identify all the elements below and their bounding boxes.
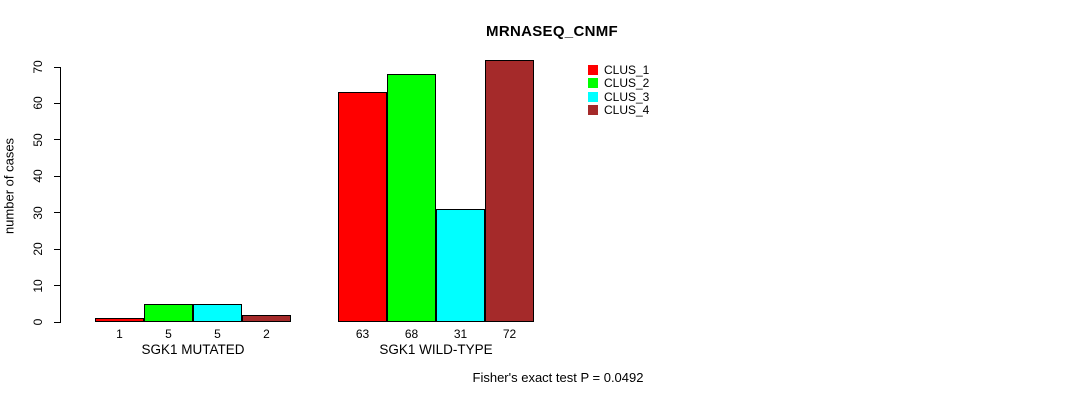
legend-label: CLUS_4 — [604, 103, 650, 118]
legend-swatch-clus_2 — [588, 78, 598, 89]
bar-clus_4 — [242, 315, 291, 322]
stat-annotation: Fisher's exact test P = 0.0492 — [472, 370, 644, 385]
legend-item: CLUS_1 — [588, 63, 649, 77]
y-tick-label: 50 — [31, 133, 45, 147]
y-tick-mark — [54, 212, 61, 214]
y-tick-label: 20 — [31, 242, 45, 256]
legend-label: CLUS_2 — [604, 76, 650, 91]
bar-value-label: 1 — [116, 327, 123, 341]
group-label: SGK1 MUTATED — [141, 342, 245, 357]
group-label: SGK1 WILD-TYPE — [379, 342, 493, 357]
bar-value-label: 63 — [355, 327, 370, 341]
legend-label: CLUS_1 — [604, 62, 650, 77]
y-tick-label: 30 — [31, 206, 45, 220]
y-tick-mark — [54, 175, 61, 177]
legend-swatch-clus_1 — [588, 64, 598, 75]
y-tick-mark — [54, 248, 61, 250]
bar-clus_1 — [95, 318, 144, 322]
y-axis-label: number of cases — [1, 137, 17, 235]
y-tick-mark — [54, 285, 61, 287]
chart-title: MRNASEQ_CNMF — [486, 23, 618, 40]
legend-swatch-clus_3 — [588, 91, 598, 102]
legend-item: CLUS_4 — [588, 104, 649, 118]
y-tick-mark — [54, 321, 61, 323]
y-tick-label: 70 — [31, 60, 45, 74]
legend-swatch-clus_4 — [588, 105, 598, 116]
legend: CLUS_1 CLUS_2 CLUS_3 CLUS_4 — [588, 63, 649, 117]
bar-clus_1 — [338, 92, 387, 322]
bar-value-label: 5 — [165, 327, 172, 341]
legend-item: CLUS_3 — [588, 90, 649, 104]
bar-clus_3 — [193, 304, 242, 322]
bar-clus_4 — [485, 60, 534, 322]
y-tick-mark — [54, 139, 61, 141]
y-tick-label: 40 — [31, 169, 45, 183]
bar-clus_2 — [144, 304, 193, 322]
bar-clus_2 — [387, 74, 436, 322]
y-tick-label: 60 — [31, 96, 45, 111]
bar-value-label: 31 — [453, 327, 468, 341]
y-tick-label: 0 — [31, 318, 45, 326]
bar-value-label: 72 — [502, 327, 517, 341]
y-tick-label: 10 — [31, 278, 45, 293]
bar-value-label: 68 — [404, 327, 419, 341]
y-tick-mark — [54, 102, 61, 104]
y-axis-line — [60, 67, 61, 323]
bar-value-label: 5 — [214, 327, 221, 341]
legend-label: CLUS_3 — [604, 89, 650, 104]
bar-value-label: 2 — [263, 327, 270, 341]
y-tick-mark — [54, 66, 61, 68]
legend-item: CLUS_2 — [588, 77, 649, 91]
bar-clus_3 — [436, 209, 485, 322]
